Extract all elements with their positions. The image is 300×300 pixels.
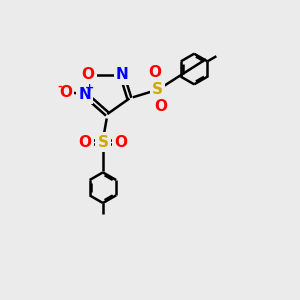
- Text: O: O: [82, 68, 95, 82]
- Text: +: +: [85, 82, 94, 93]
- Text: O: O: [114, 134, 127, 149]
- Text: O: O: [148, 65, 161, 80]
- Text: -: -: [57, 82, 62, 92]
- Text: N: N: [116, 68, 128, 82]
- Text: O: O: [59, 85, 72, 100]
- Text: O: O: [79, 134, 92, 149]
- Text: S: S: [98, 134, 108, 149]
- Text: S: S: [152, 82, 163, 97]
- Text: O: O: [154, 99, 167, 114]
- Text: N: N: [78, 87, 91, 102]
